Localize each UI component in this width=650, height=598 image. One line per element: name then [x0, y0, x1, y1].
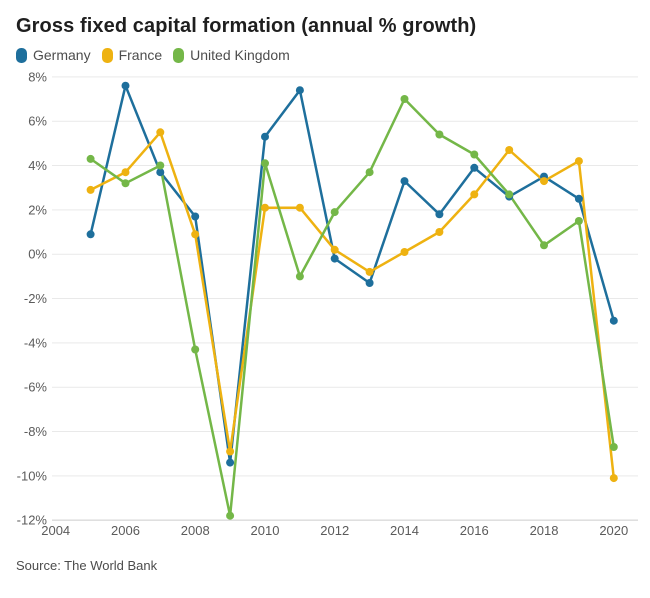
data-point: [400, 177, 409, 186]
data-point: [365, 267, 374, 276]
data-point: [191, 212, 200, 221]
data-point: [226, 447, 235, 456]
y-tick-label: 8%: [28, 69, 47, 84]
data-point: [609, 443, 618, 451]
line-path: [89, 84, 616, 464]
data-point: [156, 128, 165, 137]
series-line-united-kingdom: [89, 97, 616, 517]
data-point: [86, 185, 95, 194]
chart-title: Gross fixed capital formation (annual % …: [16, 15, 477, 37]
data-point: [156, 161, 165, 170]
data-point: [470, 150, 479, 159]
data-point: [226, 458, 235, 467]
data-point: [261, 203, 269, 212]
data-point: [261, 132, 269, 141]
line-path: [89, 131, 616, 480]
data-point: [330, 208, 339, 217]
data-point: [121, 168, 130, 177]
legend-label: Germany: [33, 47, 91, 63]
x-tick-label: 2010: [251, 523, 280, 538]
data-point: [574, 157, 583, 166]
y-tick-label: 6%: [28, 114, 47, 129]
x-tick-label: 2016: [460, 523, 489, 538]
data-point: [574, 194, 583, 203]
data-point: [540, 177, 548, 186]
data-point: [226, 511, 235, 520]
data-point: [400, 95, 409, 103]
data-point: [435, 130, 444, 139]
data-point: [295, 86, 304, 95]
x-tick-label: 2014: [390, 523, 419, 538]
y-tick-label: -12%: [17, 513, 48, 528]
data-point: [540, 241, 548, 250]
y-tick-label: -6%: [24, 380, 48, 395]
y-tick-label: 4%: [28, 158, 47, 173]
y-axis-labels: 8% 6% 4% 2% 0% -2% -4% -6% -8% -10% -12%: [17, 69, 48, 527]
data-point: [470, 163, 479, 172]
x-axis-labels: 2004 2006 2008 2010 2012 2014 2016 2018 2020: [41, 523, 628, 538]
x-tick-label: 2012: [320, 523, 349, 538]
series-points-united-kingdom: [86, 95, 618, 520]
data-point: [574, 217, 583, 225]
x-tick-label: 2018: [530, 523, 559, 538]
y-gridlines: [52, 76, 638, 521]
data-point: [121, 179, 130, 188]
data-point: [330, 254, 339, 263]
data-point: [365, 168, 374, 177]
data-point: [505, 190, 514, 199]
x-tick-label: 2006: [111, 523, 140, 538]
data-point: [400, 248, 409, 256]
data-point: [191, 230, 200, 239]
data-point: [156, 168, 165, 177]
series-points-france: [86, 128, 618, 483]
data-point: [365, 279, 374, 287]
y-tick-label: -2%: [24, 291, 48, 306]
data-point: [435, 210, 444, 219]
data-point: [121, 81, 130, 90]
y-tick-label: -8%: [24, 424, 48, 439]
data-point: [295, 272, 304, 281]
data-point: [505, 146, 514, 154]
x-tick-label: 2020: [599, 523, 628, 538]
legend: Germany France United Kingdom: [16, 46, 634, 64]
y-tick-label: -10%: [17, 468, 48, 483]
series-points-germany: [86, 81, 618, 467]
data-point: [86, 230, 95, 239]
legend-swatch-icon: [173, 47, 185, 63]
data-point: [470, 190, 479, 199]
x-tick-label: 2008: [181, 523, 210, 538]
legend-label: France: [118, 47, 163, 63]
series-line-germany: [89, 84, 616, 464]
data-point: [261, 159, 269, 168]
y-tick-label: 0%: [28, 247, 47, 262]
data-point: [609, 474, 618, 483]
series-line-france: [89, 131, 616, 480]
data-point: [435, 228, 444, 236]
legend-swatch-icon: [16, 47, 27, 63]
data-point: [191, 345, 200, 354]
y-tick-label: 2%: [28, 202, 47, 217]
line-path: [89, 97, 616, 517]
data-point: [330, 245, 339, 254]
legend-swatch-icon: [101, 47, 113, 63]
data-point: [295, 203, 304, 212]
legend-item-france: France: [101, 47, 163, 63]
x-tick-label: 2004: [41, 523, 70, 538]
line-chart: 8%6%4%2%0%-2%-4%-6%-8%-10%-12%2004 2006 20…: [17, 69, 638, 538]
legend-label: United Kingdom: [190, 47, 290, 63]
data-point: [609, 316, 618, 325]
legend-item-united-kingdom: United Kingdom: [173, 47, 290, 63]
y-tick-label: -4%: [24, 335, 48, 350]
source-note: Source: The World Bank: [16, 558, 158, 573]
legend-item-germany: Germany: [16, 47, 91, 63]
data-point: [86, 154, 95, 163]
